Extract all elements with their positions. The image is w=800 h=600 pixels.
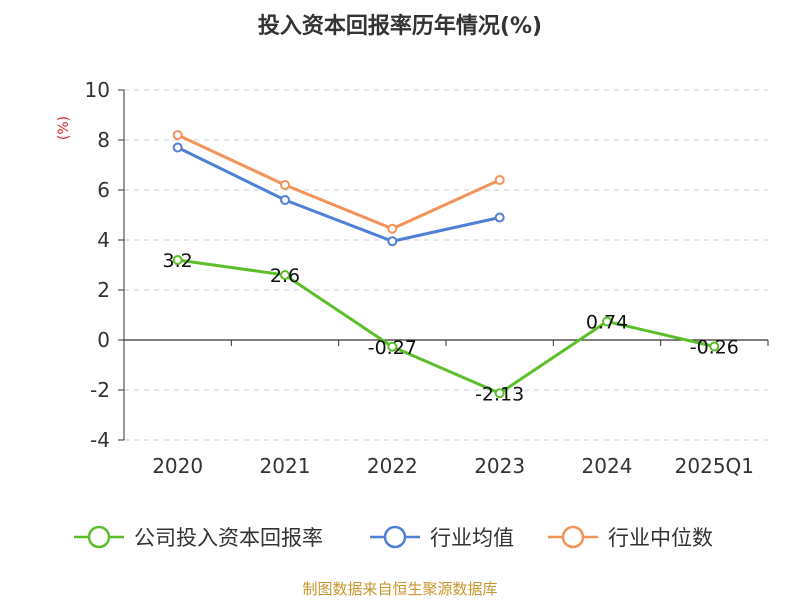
y-tick-label: 2	[97, 278, 110, 302]
series-point	[280, 270, 290, 280]
series-point	[709, 341, 720, 352]
legend-swatch-marker	[87, 525, 111, 549]
data-label: -2.13	[475, 383, 524, 405]
grid-lines	[124, 89, 768, 441]
chart-title: 投入资本回报率历年情况(%)	[258, 13, 542, 39]
y-tick-label: 8	[97, 128, 110, 152]
series-line	[177, 133, 501, 231]
x-tick-label: 2022	[367, 454, 418, 478]
series-point	[494, 175, 505, 185]
legend-swatch-marker	[383, 525, 407, 549]
y-tick-label: -4	[90, 428, 110, 452]
x-tick-label: 2021	[260, 454, 311, 478]
data-label: 0.74	[586, 312, 628, 334]
series-point	[280, 195, 290, 205]
series-point	[494, 388, 505, 399]
y-tick-label: 0	[97, 328, 110, 352]
y-tick-label: 10	[85, 78, 110, 102]
data-label: 3.2	[163, 250, 193, 272]
series-point	[387, 236, 398, 247]
series-point	[494, 212, 505, 223]
x-tick-label: 2025Q1	[675, 454, 754, 478]
x-tick-label: 2024	[582, 454, 633, 478]
series-point	[172, 130, 183, 140]
series-point	[172, 255, 183, 265]
data-label: 2.6	[270, 265, 300, 287]
source-note: 制图数据来自恒生聚源数据库	[302, 580, 497, 598]
series-line	[177, 146, 500, 243]
x-axis: 2020 2021 2022 2023 2024 2025Q1	[123, 339, 769, 478]
y-axis: 10 8 6 4 2 0 -2 -4	[85, 78, 125, 452]
legend: 公司投入资本回报率 行业均值 行业中位数	[74, 525, 713, 550]
legend-swatch-marker	[561, 525, 585, 549]
series-point	[387, 223, 398, 234]
y-tick-label: -2	[90, 378, 110, 402]
series-point	[280, 180, 290, 190]
series-lines	[172, 130, 720, 399]
data-label: -0.27	[368, 337, 417, 359]
data-labels: 3.2 2.6 -0.27 -2.13 0.74 -0.26	[163, 250, 739, 405]
legend-label: 行业中位数	[608, 526, 713, 550]
x-tick-label: 2020	[152, 454, 203, 478]
x-tick-label: 2023	[474, 454, 525, 478]
legend-label: 行业均值	[430, 526, 514, 550]
legend-label: 公司投入资本回报率	[134, 526, 323, 550]
y-tick-label: 6	[97, 178, 110, 202]
data-label: -0.26	[690, 337, 739, 359]
y-axis-unit: (%)	[56, 116, 72, 140]
series-point	[387, 341, 398, 352]
series-point	[602, 316, 612, 327]
y-tick-label: 4	[97, 228, 110, 252]
series-line	[177, 258, 715, 395]
series-point	[172, 142, 183, 153]
